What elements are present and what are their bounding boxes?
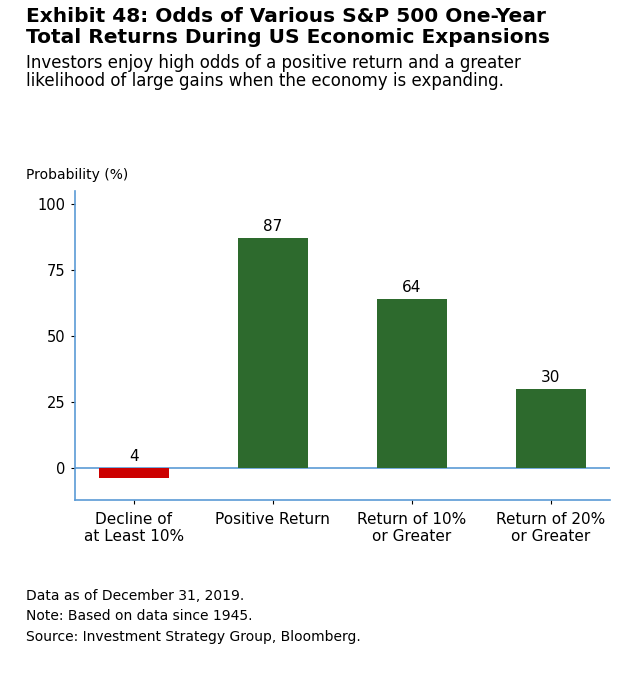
Text: 4: 4 — [129, 449, 139, 464]
Text: Source: Investment Strategy Group, Bloomberg.: Source: Investment Strategy Group, Bloom… — [26, 630, 360, 644]
Text: Note: Based on data since 1945.: Note: Based on data since 1945. — [26, 609, 252, 623]
Bar — [377, 299, 447, 468]
Text: Probability (%): Probability (%) — [26, 168, 128, 182]
Text: likelihood of large gains when the economy is expanding.: likelihood of large gains when the econo… — [26, 72, 504, 90]
Bar — [516, 389, 586, 468]
Bar — [238, 238, 308, 468]
Text: Exhibit 48: Odds of Various S&P 500 One-Year: Exhibit 48: Odds of Various S&P 500 One-… — [26, 7, 545, 26]
Text: 64: 64 — [402, 280, 422, 295]
Bar — [99, 468, 169, 478]
Text: 30: 30 — [541, 370, 561, 385]
Text: Data as of December 31, 2019.: Data as of December 31, 2019. — [26, 589, 244, 603]
Text: Investors enjoy high odds of a positive return and a greater: Investors enjoy high odds of a positive … — [26, 54, 520, 72]
Text: Total Returns During US Economic Expansions: Total Returns During US Economic Expansi… — [26, 28, 550, 46]
Text: 87: 87 — [263, 219, 282, 234]
